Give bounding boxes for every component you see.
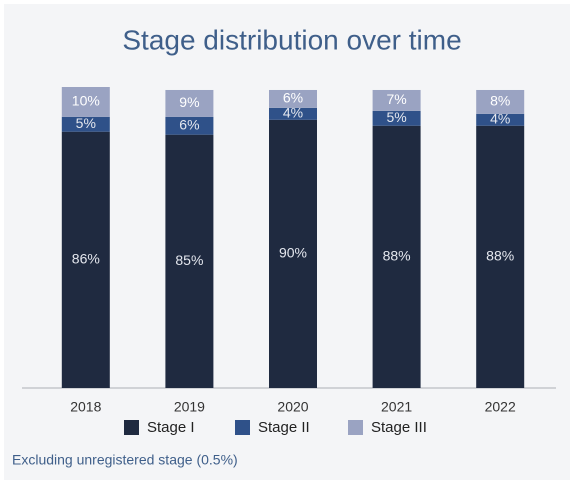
bar-segment <box>269 107 317 120</box>
x-tick-label: 2020 <box>277 399 308 415</box>
bar-segment <box>372 110 421 126</box>
footnote: Excluding unregistered stage (0.5%) <box>12 452 238 468</box>
bar-segment <box>372 89 421 111</box>
bar-segment <box>61 131 110 388</box>
value-label: 4% <box>283 105 303 121</box>
bar-segment <box>476 89 525 114</box>
bar-segment <box>165 89 214 117</box>
legend-label: Stage II <box>258 419 310 436</box>
legend-swatch <box>235 420 250 435</box>
value-label: 6% <box>283 90 303 106</box>
x-tick-label: 2019 <box>174 399 205 415</box>
value-label: 88% <box>486 248 514 264</box>
bar-segment <box>61 87 110 117</box>
bar-segment <box>269 89 317 108</box>
x-tick-label: 2021 <box>381 399 412 415</box>
value-label: 5% <box>386 109 406 125</box>
value-label: 9% <box>179 94 199 110</box>
value-label: 85% <box>175 252 203 268</box>
chart-title: Stage distribution over time <box>122 24 461 55</box>
value-label: 7% <box>386 91 406 107</box>
value-label: 90% <box>279 245 307 261</box>
x-tick-label: 2022 <box>485 399 516 415</box>
bar-segment <box>476 125 525 388</box>
legend-label: Stage III <box>371 419 427 436</box>
bar-segment <box>372 125 421 388</box>
bar-segment <box>165 134 214 388</box>
value-label: 8% <box>490 93 510 109</box>
value-label: 10% <box>72 93 100 109</box>
value-label: 6% <box>179 116 199 132</box>
legend-swatch <box>348 420 363 435</box>
legend-label: Stage I <box>147 419 195 436</box>
bar-segment <box>61 116 110 132</box>
value-label: 86% <box>72 251 100 267</box>
bar-segment <box>269 119 317 389</box>
bar-segment <box>476 113 525 126</box>
value-label: 5% <box>76 115 96 131</box>
legend-swatch <box>124 420 139 435</box>
bar-segment <box>165 116 214 135</box>
value-label: 88% <box>383 248 411 264</box>
value-label: 4% <box>490 110 510 126</box>
x-tick-label: 2018 <box>70 399 101 415</box>
